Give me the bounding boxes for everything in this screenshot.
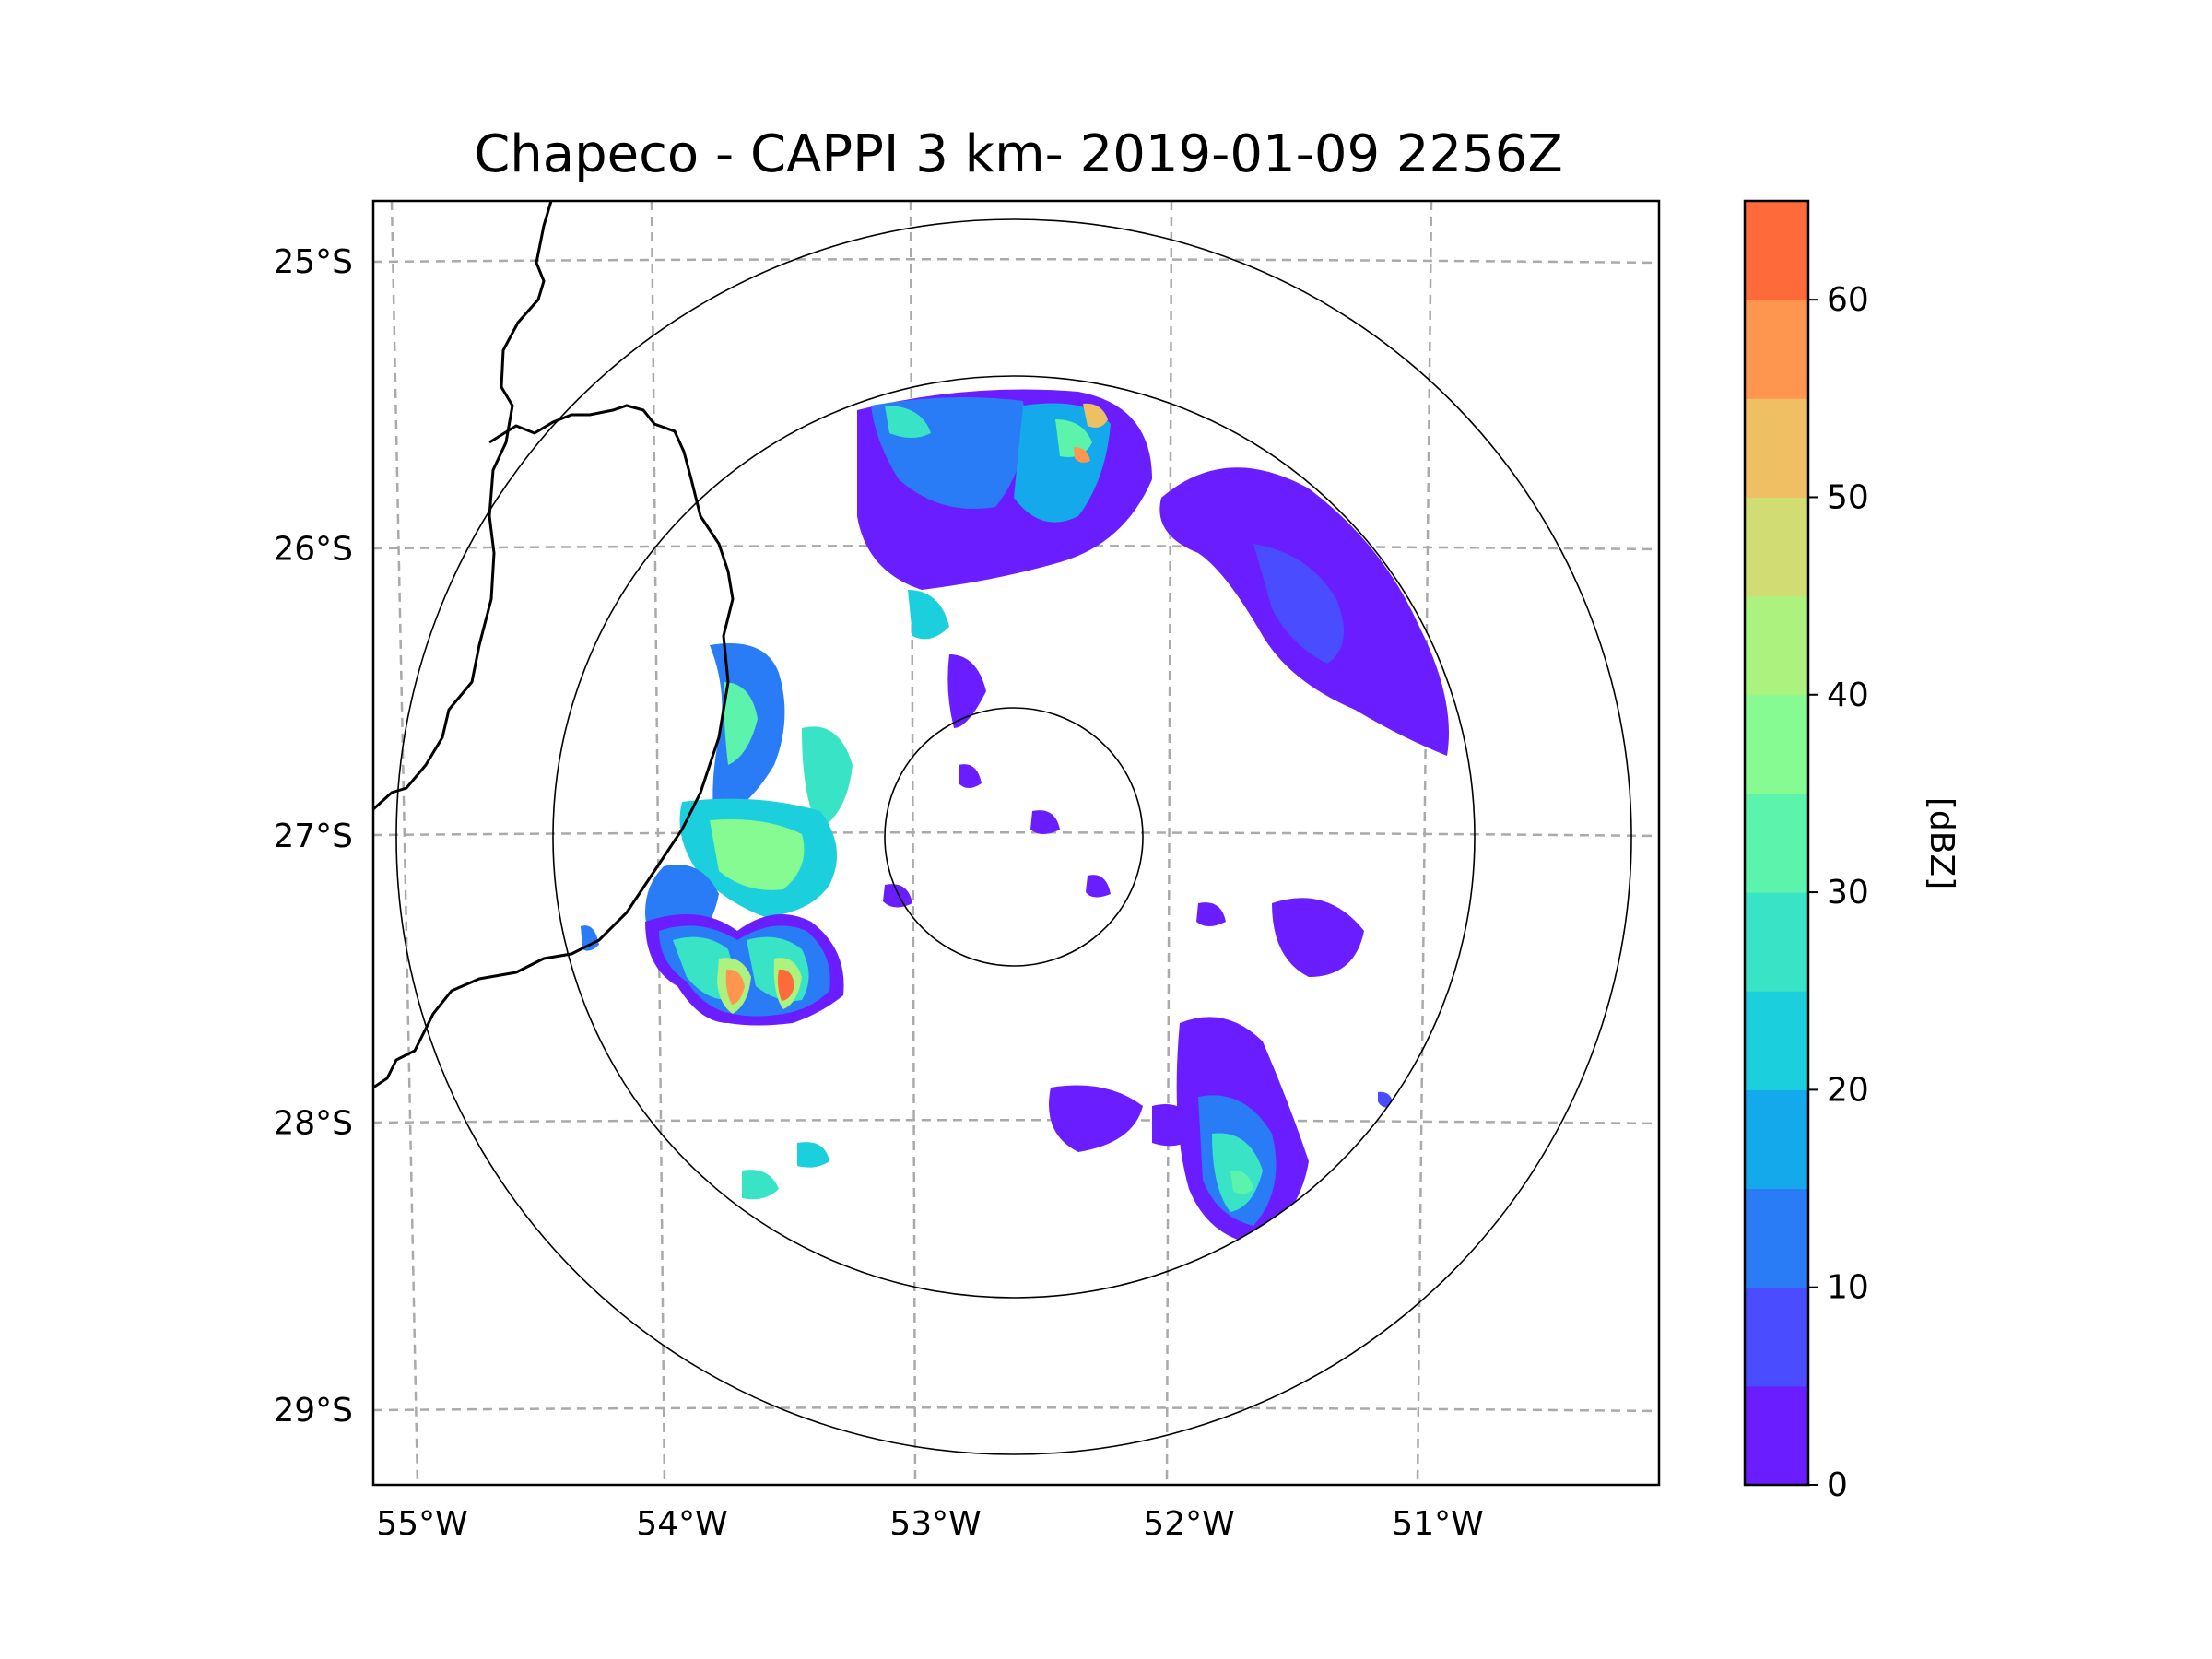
reflectivity-field	[581, 389, 1449, 1244]
colorbar-tick-label: 30	[1827, 874, 1869, 912]
echo-far-west-small	[581, 925, 599, 951]
parallel-28s	[373, 1118, 1659, 1125]
parallel-25s	[373, 257, 1659, 265]
x-tick-label: 53°W	[889, 1505, 981, 1543]
echo-se-30dbz	[1230, 1170, 1253, 1194]
y-tick-label: 26°S	[273, 531, 353, 569]
echo-north-50dbz	[1083, 403, 1108, 428]
range-ring-250km	[395, 218, 1632, 1455]
echo-north-55dbz	[1074, 447, 1090, 463]
meridian-54w	[650, 201, 666, 1485]
colorbar-band	[1745, 201, 1808, 300]
colorbar-band	[1745, 892, 1808, 992]
meridian-51w	[1416, 201, 1433, 1485]
x-tick-label: 54°W	[636, 1505, 727, 1543]
border-paraguay-argentina	[373, 201, 553, 811]
echo-sw-60dbz-b	[778, 969, 794, 1001]
parallel-26s	[373, 544, 1659, 551]
colorbar-band	[1745, 991, 1808, 1090]
colorbar-tick-label: 20	[1827, 1071, 1869, 1109]
meridian-53w	[909, 201, 917, 1485]
colorbar-band	[1745, 694, 1808, 794]
echo-north-west-25dbz	[885, 406, 931, 438]
colorbar-band	[1745, 1089, 1808, 1190]
parallel-27s	[373, 830, 1659, 838]
x-axis-tick-labels: 55°W 54°W 53°W 52°W 51°W	[376, 1505, 1483, 1543]
echo-center-north-streak	[947, 654, 986, 728]
colorbar	[1743, 199, 1810, 1487]
echo-south-band	[1049, 1085, 1143, 1152]
echo-north-30dbz	[1055, 419, 1092, 457]
echo-east-patch	[1272, 898, 1364, 977]
parallel-29s	[373, 1406, 1659, 1413]
meridian-55w	[390, 201, 419, 1485]
colorbar-tick-label: 50	[1827, 478, 1869, 516]
y-axis-tick-labels: 25°S 26°S 27°S 28°S 29°S	[273, 243, 353, 1430]
y-tick-label: 25°S	[273, 243, 353, 281]
colorbar-band	[1745, 1188, 1808, 1288]
colorbar-band	[1745, 398, 1808, 498]
y-tick-label: 29°S	[273, 1392, 353, 1430]
range-ring-50km	[884, 707, 1144, 967]
colorbar-band	[1745, 1287, 1808, 1387]
colorbar-band	[1745, 793, 1808, 893]
echo-north-small-20dbz	[908, 590, 949, 640]
x-tick-label: 51°W	[1392, 1505, 1483, 1543]
colorbar-tick-label: 0	[1827, 1466, 1848, 1504]
range-rings	[395, 218, 1632, 1455]
y-tick-label: 27°S	[273, 818, 353, 855]
echo-west-line-north-core	[724, 682, 758, 765]
x-tick-label: 55°W	[376, 1505, 467, 1543]
plot-frame	[371, 199, 1661, 1487]
echo-sw-55dbz-a	[725, 969, 745, 1005]
colorbar-band	[1745, 1385, 1808, 1486]
colorbar-label: [dBZ]	[1923, 797, 1960, 889]
colorbar-ticks: 0 10 20 30 40 50 60	[1808, 281, 1869, 1504]
borders	[373, 201, 735, 1089]
echo-sw-small-b	[797, 1142, 830, 1168]
colorbar-tick-label: 10	[1827, 1269, 1869, 1307]
echo-west-band-core	[710, 819, 805, 890]
echo-ne-core	[1253, 544, 1344, 664]
colorbar-tick-label: 40	[1827, 677, 1869, 714]
colorbar-tick-label: 60	[1827, 281, 1869, 319]
y-tick-label: 28°S	[273, 1105, 353, 1143]
echo-sw-small-a	[742, 1170, 779, 1200]
colorbar-band	[1745, 595, 1808, 696]
chart-title: Chapeco - CAPPI 3 km- 2019-01-09 2256Z	[474, 124, 1563, 184]
border-argentina-brazil	[373, 404, 735, 1089]
range-ring-150km	[552, 375, 1476, 1299]
x-tick-label: 52°W	[1143, 1505, 1234, 1543]
echo-west-line-mid	[802, 726, 853, 830]
colorbar-band	[1745, 497, 1808, 597]
colorbar-frame	[1743, 199, 1810, 1487]
colorbar-band	[1745, 300, 1808, 399]
